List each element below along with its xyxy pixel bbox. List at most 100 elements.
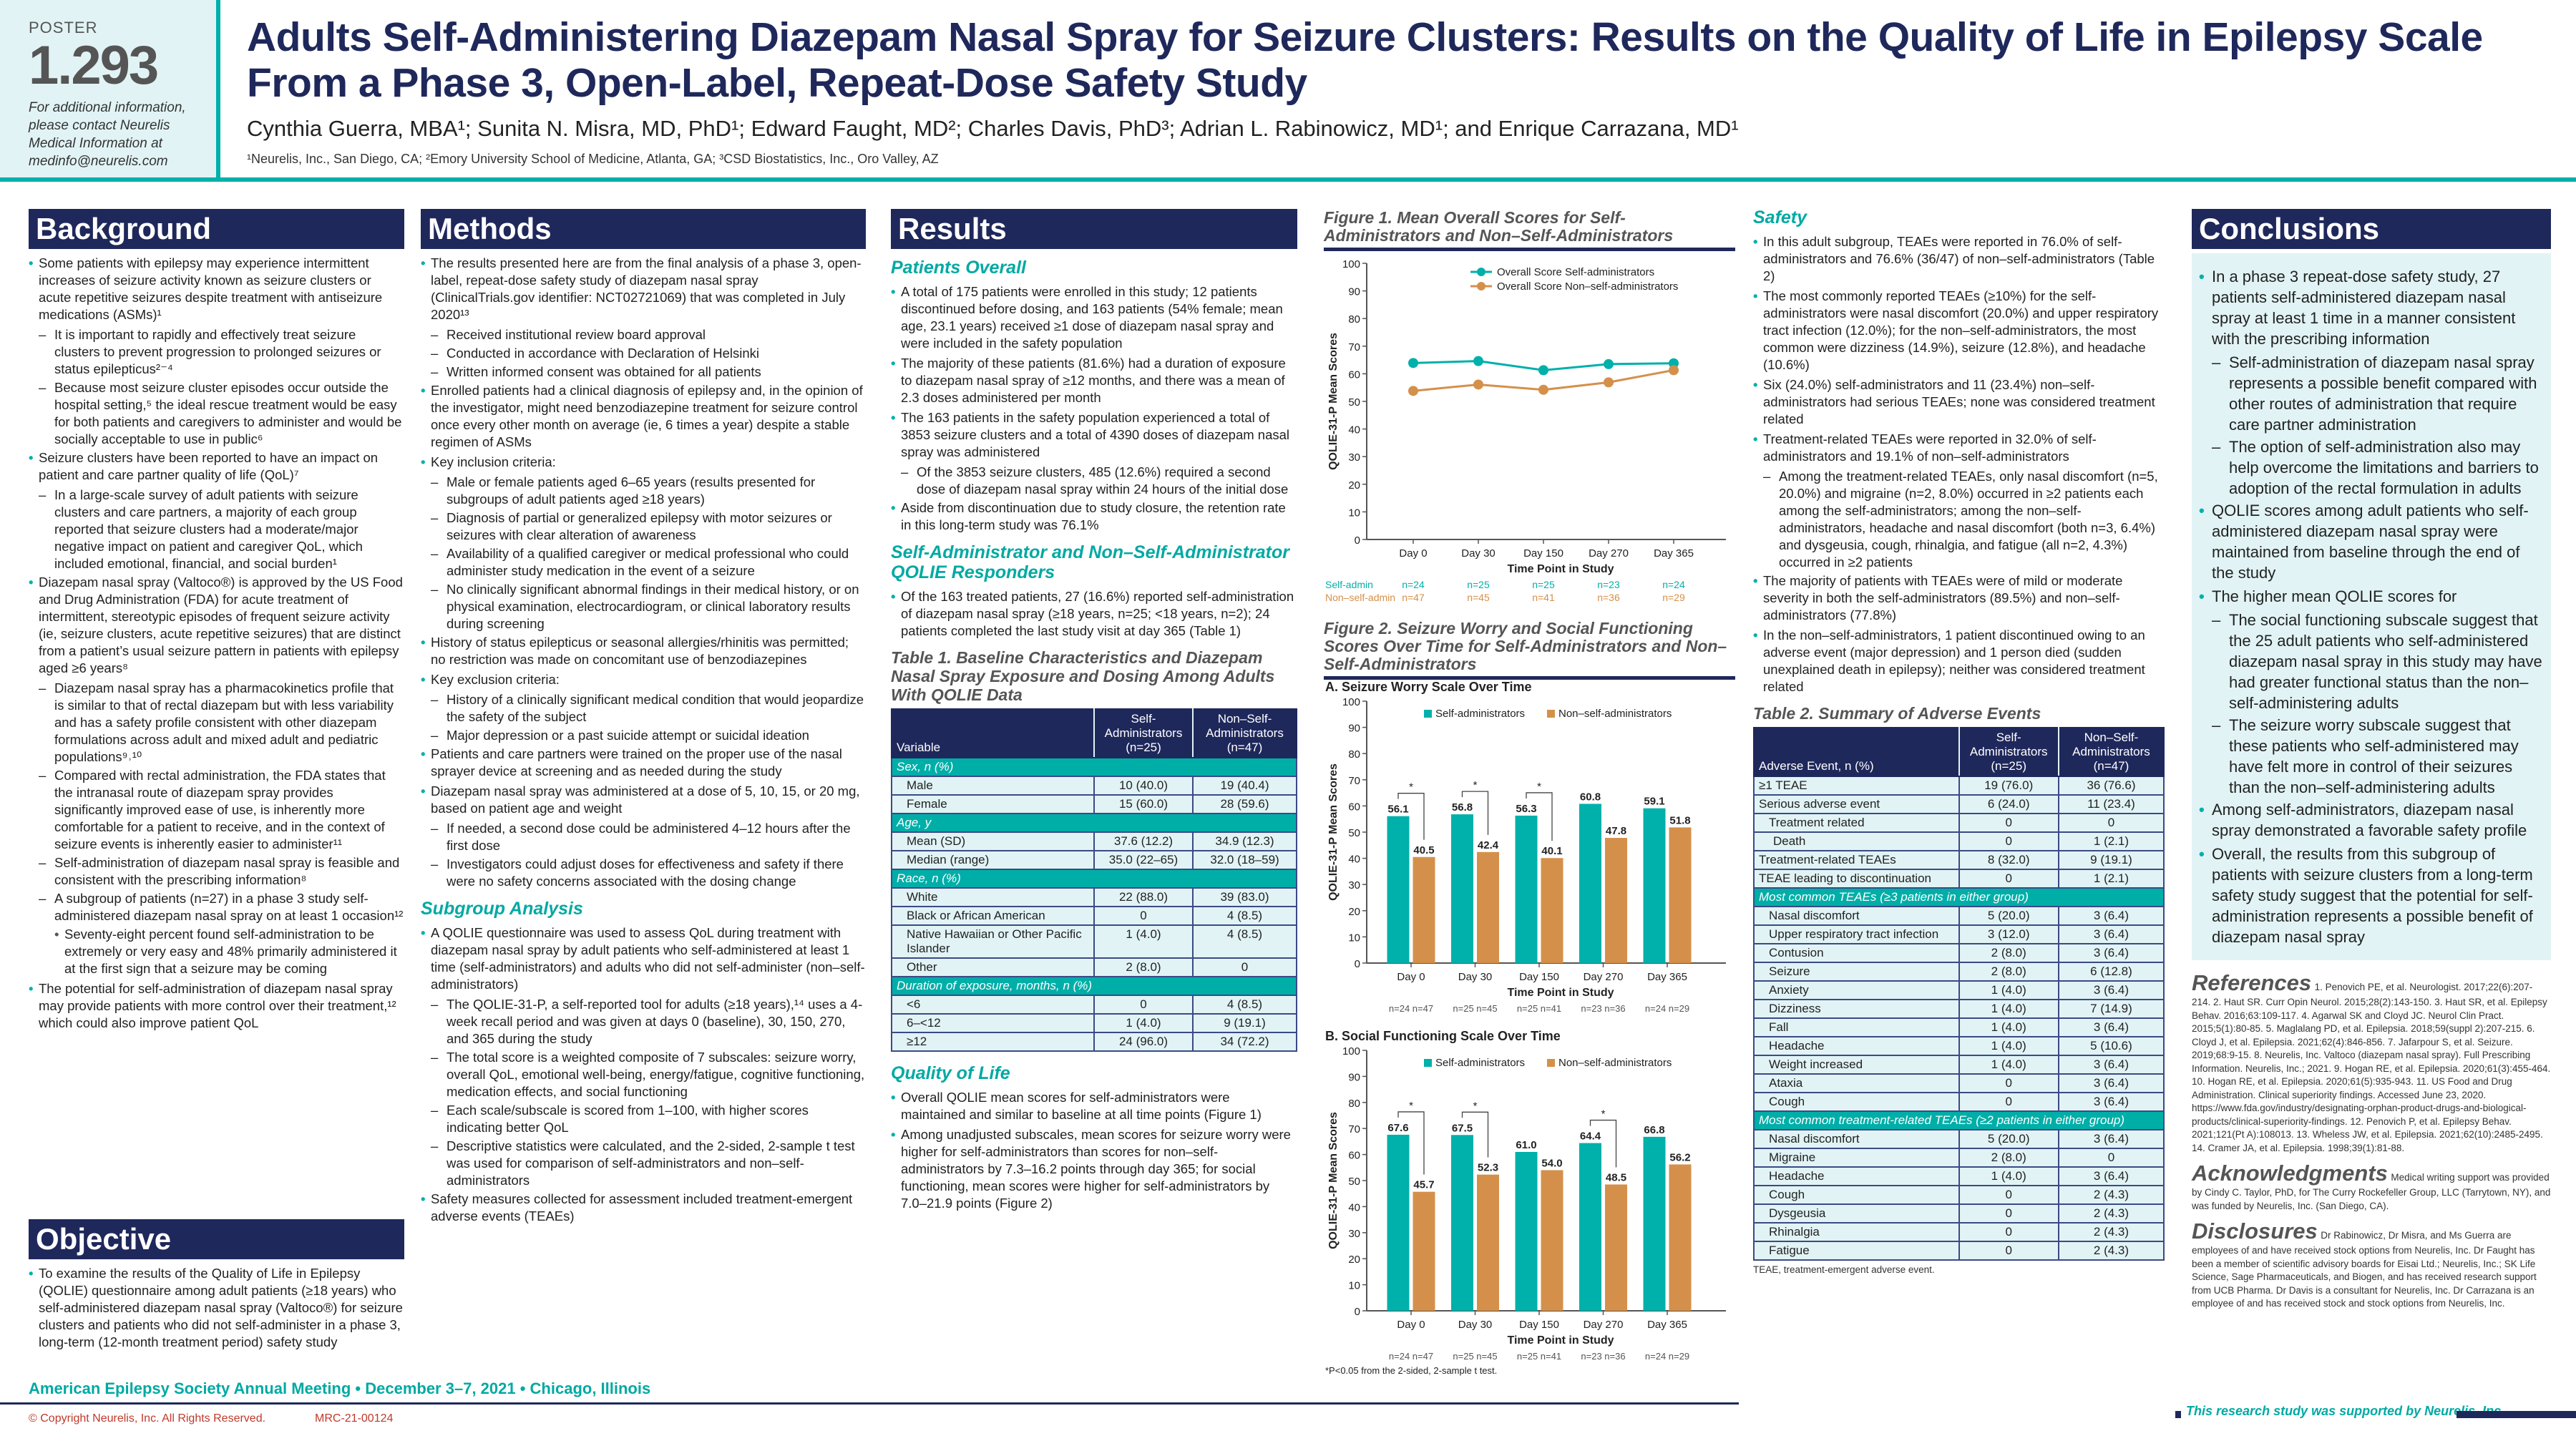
table2-title: Table 2. Summary of Adverse Events [1753, 704, 2041, 723]
n-label: n=23 n=36 [1581, 1351, 1625, 1362]
table-row: Headache 1 (4.0) 3 (6.4) [1753, 1166, 2165, 1186]
support-bar-right [2457, 1411, 2576, 1418]
disclosures-heading: Disclosures [2192, 1218, 2318, 1244]
data-point [1473, 379, 1483, 390]
self-admin-value: 19 (76.0) [1958, 776, 2059, 796]
x-tick-label: Day 30 [1458, 971, 1493, 983]
bar-value-label: 51.8 [1669, 814, 1690, 826]
acknowledgments: Acknowledgments Medical writing support … [2192, 1161, 2551, 1213]
table-row: ≥1 TEAE 19 (76.0) 36 (76.6) [1753, 776, 2165, 796]
n-label: n=25 n=41 [1517, 1003, 1561, 1014]
bar-non-self-admin [1413, 1191, 1435, 1311]
x-tick-label: Day 270 [1589, 547, 1629, 560]
y-tick-label: 90 [1348, 286, 1360, 298]
n-value: n=25 [1467, 579, 1490, 590]
non-self-admin-value: 9 (19.1) [2057, 850, 2165, 870]
self-admin-value: 0 [1958, 1092, 2059, 1112]
table2-footnote: TEAE, treatment-emergent adverse event. [1753, 1264, 1935, 1275]
table1-baseline: Variable Self-Administrators (n=25) Non–Se… [891, 708, 1297, 1052]
table-row: Treatment-related TEAEs 8 (32.0) 9 (19.1) [1753, 850, 2165, 870]
bar-value-label: 54.0 [1541, 1157, 1562, 1169]
acknowledgments-text: Medical writing support was provided by … [2192, 1172, 2551, 1211]
self-admin-value: 10 (40.0) [1093, 776, 1194, 796]
bullet-item: In this adult subgroup, TEAEs were repor… [1753, 233, 2165, 285]
table-row: Anxiety 1 (4.0) 3 (6.4) [1753, 980, 2165, 1000]
safety-list: In this adult subgroup, TEAEs were repor… [1753, 233, 2165, 695]
x-axis-title: Time Point in Study [1507, 1334, 1614, 1347]
bullet-item: Self-administration of diazepam nasal sp… [29, 854, 404, 889]
significance-bracket [1589, 1119, 1617, 1168]
bullet-item: The potential for self-administration of… [29, 980, 404, 1032]
bullet-item: Overall QOLIE mean scores for self-admin… [891, 1089, 1297, 1123]
non-self-admin-value: 4 (8.5) [1192, 995, 1297, 1015]
bar-non-self-admin [1477, 1174, 1499, 1311]
bullet-item: Investigators could adjust doses for eff… [421, 856, 866, 890]
self-admin-value: 24 (96.0) [1093, 1032, 1194, 1052]
figure1-header: Figure 1. Mean Overall Scores for Self-A… [1324, 209, 1735, 251]
n-label: n=24 n=29 [1645, 1003, 1689, 1014]
self-admin-value: 1 (4.0) [1958, 999, 2059, 1019]
table-row: Other 2 (8.0) 0 [891, 957, 1297, 977]
column-header: Non–Self-Administrators (n=47) [1192, 708, 1297, 758]
n-label: n=25 n=45 [1453, 1351, 1497, 1362]
row-label: <6 [891, 995, 1095, 1015]
bar-value-label: 40.1 [1541, 845, 1562, 857]
bar-non-self-admin [1477, 851, 1499, 963]
non-self-admin-value: 3 (6.4) [2057, 924, 2165, 944]
bullet-item: Of the 3853 seizure clusters, 485 (12.6%… [891, 464, 1297, 498]
figure1-rule [1324, 248, 1735, 251]
non-self-admin-value: 34.9 (12.3) [1192, 831, 1297, 851]
bullet-item: Key inclusion criteria: [421, 454, 866, 471]
table-row: Headache 1 (4.0) 5 (10.6) [1753, 1036, 2165, 1056]
table-group-row: Sex, n (%) [891, 757, 1297, 777]
references-heading: References [2192, 970, 2312, 995]
self-admin-value: 0 [1958, 1203, 2059, 1224]
table-group-row: Race, n (%) [891, 869, 1297, 889]
row-label: 6–<12 [891, 1013, 1095, 1033]
y-tick-label: 40 [1348, 854, 1360, 866]
self-admin-value: 15 (60.0) [1093, 794, 1194, 814]
y-tick-label: 30 [1348, 1228, 1360, 1240]
bar-value-label: 56.2 [1669, 1151, 1690, 1163]
row-label: Headache [1753, 1036, 1960, 1056]
chart-footnote: *P<0.05 from the 2-sided, 2-sample t tes… [1325, 1365, 1497, 1376]
document-code: MRC-21-00124 [315, 1412, 394, 1425]
x-tick-label: Day 30 [1458, 1319, 1493, 1331]
data-point [1538, 384, 1548, 395]
self-admin-value: 8 (32.0) [1958, 850, 2059, 870]
group-label: Race, n (%) [891, 869, 1297, 889]
x-tick-label: Day 30 [1461, 547, 1496, 560]
column-header: Adverse Event, n (%) [1753, 727, 1960, 777]
acknowledgments-heading: Acknowledgments [2192, 1161, 2388, 1186]
bar-value-label: 48.5 [1606, 1171, 1626, 1183]
y-tick-label: 40 [1348, 1201, 1360, 1213]
bullet-item: Key exclusion criteria: [421, 671, 866, 688]
self-admin-value: 1 (4.0) [1958, 1017, 2059, 1037]
row-label: Nasal discomfort [1753, 1129, 1960, 1149]
non-self-admin-value: 4 (8.5) [1192, 924, 1297, 959]
row-label: Native Hawaiian or Other Pacific Islande… [891, 924, 1095, 959]
bar-self-admin [1515, 815, 1538, 963]
table-row: Black or African American 0 4 (8.5) [891, 906, 1297, 926]
bullet-item: Because most seizure cluster episodes oc… [29, 379, 404, 448]
table-header-row: Variable Self-Administrators (n=25) Non–Se… [891, 708, 1297, 758]
self-admin-value: 3 (12.0) [1958, 924, 2059, 944]
group-label: Sex, n (%) [891, 757, 1297, 777]
y-tick-label: 90 [1348, 723, 1360, 735]
poster-number: 1.293 [29, 35, 159, 96]
non-self-admin-value: 34 (72.2) [1192, 1032, 1297, 1052]
legend-label: Non–self-administrators [1558, 708, 1672, 720]
n-value: n=45 [1467, 592, 1490, 603]
legend-swatch [1424, 1059, 1432, 1067]
row-label: Migraine [1753, 1148, 1960, 1168]
non-self-admin-value: 0 [2057, 813, 2165, 833]
bullet-item: Six (24.0%) self-administrators and 11 (… [1753, 376, 2165, 428]
row-label: Dysgeusia [1753, 1203, 1960, 1224]
non-self-admin-value: 3 (6.4) [2057, 1055, 2165, 1075]
non-self-admin-value: 3 (6.4) [2057, 1129, 2165, 1149]
table1-title: Table 1. Baseline Characteristics and Di… [891, 648, 1275, 704]
significance-marker: * [1601, 1108, 1606, 1120]
non-self-admin-value: 11 (23.4) [2057, 794, 2165, 814]
row-label: Serious adverse event [1753, 794, 1960, 814]
